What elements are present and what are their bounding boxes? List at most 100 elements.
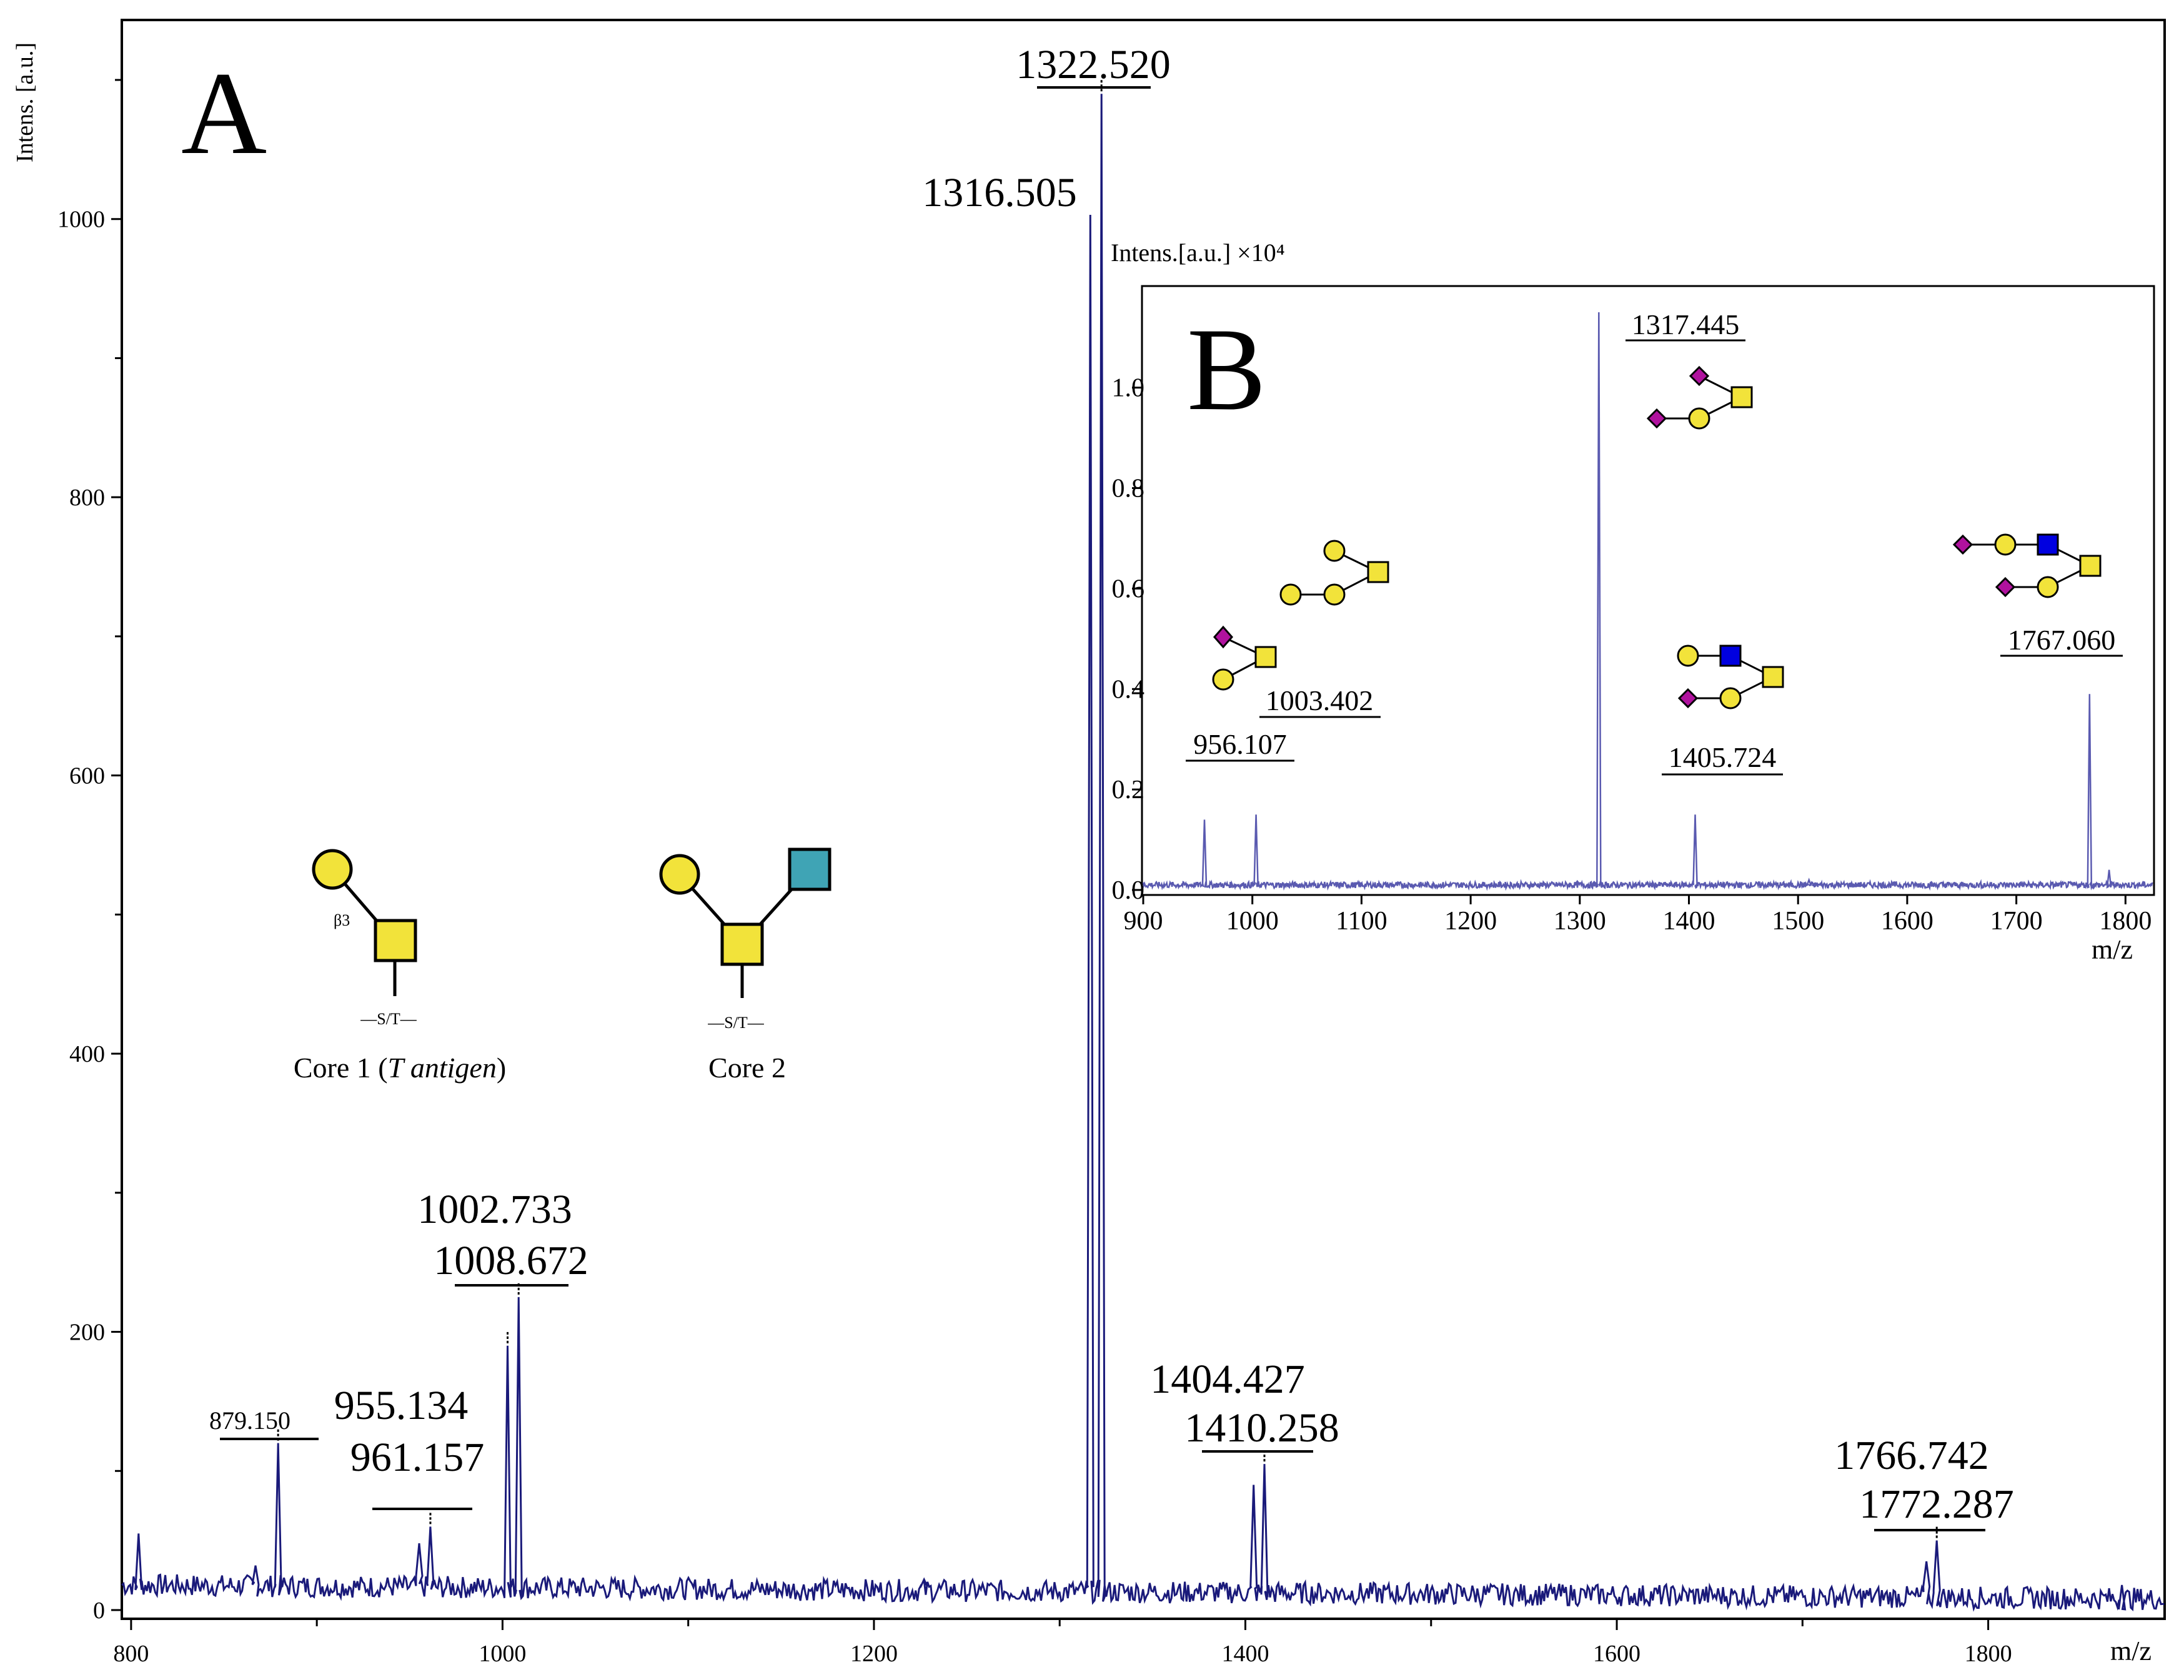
panel-b-letter: B [1187, 304, 1266, 435]
panel-b-inset: 0.0 0.2 0.4 0.6 0.8 1.0 900 1000 1100 1200 1300 14… [1111, 225, 2160, 965]
inset-x-tick-label: 1700 [1990, 907, 2043, 936]
panel-a-y-axis: 0 200 400 600 800 1000 [57, 79, 122, 1624]
panel-a-x-axis-label: m/z [2110, 1636, 2152, 1666]
inset-x-tick-label: 1800 [2099, 907, 2152, 936]
core1-linkage-label: β3 [334, 911, 350, 929]
panel-b-x-axis: 900 1000 1100 1200 1300 1400 1500 1600 1700 1800 [1124, 895, 2152, 936]
panel-b-y-axis: 0.0 0.2 0.4 0.6 0.8 1.0 [1112, 374, 1145, 905]
core2-site-label: —S/T— [707, 1014, 765, 1032]
inset-x-tick-label: 1400 [1663, 907, 1715, 936]
galactose-circle-icon [1323, 583, 1346, 606]
x-tick-label: 1000 [479, 1641, 526, 1667]
inset-peak-label-956: 956.107 [1193, 728, 1287, 760]
glycan-1003-structure [1279, 540, 1389, 606]
galnac-square-icon [1254, 646, 1277, 668]
inset-peak-label-1767: 1767.060 [2008, 624, 2116, 656]
glycan-956-structure [1212, 625, 1277, 691]
sialic-acid-diamond-icon [1213, 625, 1233, 649]
galnac-square-icon [720, 922, 764, 966]
glcnac-square-icon [788, 847, 831, 891]
panel-b-y-axis-label: Intens.[a.u.] ×10⁴ [1111, 239, 1285, 267]
galactose-circle-icon [2037, 576, 2059, 598]
x-tick-label: 1400 [1222, 1641, 1269, 1667]
sialic-acid-diamond-icon [1995, 576, 2016, 598]
y-tick-label: 1000 [57, 207, 105, 233]
peak-label-955: 955.134 [334, 1383, 469, 1428]
peak-label-1316: 1316.505 [922, 170, 1077, 215]
galnac-square-icon [2079, 555, 2102, 577]
core1-glycan-structure: β3 —S/T— Core 1 (T antigen) [294, 849, 506, 1084]
inset-y-tick-label: 1.0 [1112, 374, 1145, 403]
core2-glycan-structure: —S/T— Core 2 [659, 847, 831, 1084]
x-tick-label: 1800 [1965, 1641, 2012, 1667]
inset-y-tick-label: 0.0 [1112, 876, 1145, 905]
glycan-1405-structure [1677, 645, 1784, 709]
galactose-circle-icon [1212, 668, 1234, 691]
peak-label-1002: 1002.733 [417, 1187, 572, 1232]
panel-a-frame [121, 19, 2166, 1620]
peak-label-1008: 1008.672 [434, 1238, 588, 1283]
peak-label-1766: 1766.742 [1834, 1433, 1989, 1478]
peak-label-underlines [220, 86, 1985, 1531]
inset-peak-label-1003: 1003.402 [1266, 684, 1374, 716]
inset-y-tick-label: 0.4 [1112, 675, 1145, 704]
glycan-1767-structure [1952, 533, 2102, 598]
core1-label: Core 1 (T antigen) [294, 1052, 506, 1084]
sialic-acid-diamond-icon [1689, 365, 1710, 387]
peak-label-1404: 1404.427 [1150, 1356, 1305, 1402]
panel-a-spectrum-trace [121, 94, 2165, 1612]
peak-label-879: 879.150 [209, 1406, 290, 1435]
core1-site-label: —S/T— [360, 1010, 417, 1028]
peak-label-1322: 1322.520 [1016, 42, 1171, 87]
panel-a-y-axis-label: Intens. [a.u.] [12, 42, 38, 162]
inset-x-tick-label: 900 [1124, 907, 1163, 936]
inset-x-tick-label: 1500 [1772, 907, 1824, 936]
inset-y-tick-label: 0.6 [1112, 575, 1145, 603]
y-tick-label: 400 [69, 1041, 105, 1067]
panel-a-x-axis: 800 1000 1200 1400 1600 1800 [113, 1619, 2012, 1667]
sialic-acid-diamond-icon [1646, 408, 1667, 429]
panel-b-spectrum-trace [1142, 312, 2153, 891]
galactose-circle-icon [1677, 645, 1699, 667]
inset-x-tick-label: 1200 [1444, 907, 1497, 936]
inset-y-tick-label: 0.8 [1112, 475, 1145, 503]
peak-label-1410: 1410.258 [1184, 1405, 1339, 1451]
glcnac-square-icon [1719, 645, 1742, 667]
inset-y-tick-label: 0.2 [1112, 776, 1145, 804]
galnac-square-icon [1367, 561, 1389, 583]
galnac-square-icon [1730, 386, 1753, 408]
inset-x-tick-label: 1000 [1226, 907, 1279, 936]
galactose-circle-icon [1719, 687, 1742, 709]
galactose-circle-icon [1688, 407, 1710, 430]
galnac-square-icon [374, 919, 417, 962]
peak-label-961: 961.157 [350, 1435, 485, 1480]
galactose-circle-icon [1279, 583, 1302, 606]
galactose-circle-icon [659, 854, 700, 895]
inset-peak-label-1405: 1405.724 [1669, 741, 1777, 773]
y-tick-label: 600 [69, 763, 105, 789]
galactose-circle-icon [1323, 540, 1346, 562]
y-tick-label: 200 [69, 1320, 105, 1346]
galactose-circle-icon [1994, 533, 2017, 556]
inset-x-tick-label: 1100 [1336, 907, 1387, 936]
sialic-acid-diamond-icon [1677, 688, 1699, 709]
panel-a-letter: A [181, 48, 267, 179]
core2-label: Core 2 [708, 1052, 786, 1084]
inset-x-tick-label: 1300 [1554, 907, 1606, 936]
peak-label-1772: 1772.287 [1859, 1481, 2014, 1527]
y-tick-label: 800 [69, 485, 105, 511]
galactose-circle-icon [312, 849, 353, 890]
y-tick-label: 0 [93, 1598, 105, 1624]
inset-label-underlines [1186, 339, 2123, 776]
x-tick-label: 1200 [850, 1641, 898, 1667]
galnac-square-icon [1762, 666, 1784, 688]
sialic-acid-diamond-icon [1952, 534, 1973, 555]
panel-a: 0 200 400 600 800 1000 800 1000 1200 1400 1600 180… [12, 19, 2166, 1667]
glcnac-square-icon [2037, 533, 2059, 556]
inset-x-tick-label: 1600 [1881, 907, 1933, 936]
inset-peak-label-1317: 1317.445 [1632, 309, 1740, 340]
x-tick-label: 800 [113, 1641, 149, 1667]
panel-b-x-axis-label: m/z [2092, 934, 2133, 965]
panel-b-frame [1141, 285, 2155, 896]
x-tick-label: 1600 [1593, 1641, 1640, 1667]
